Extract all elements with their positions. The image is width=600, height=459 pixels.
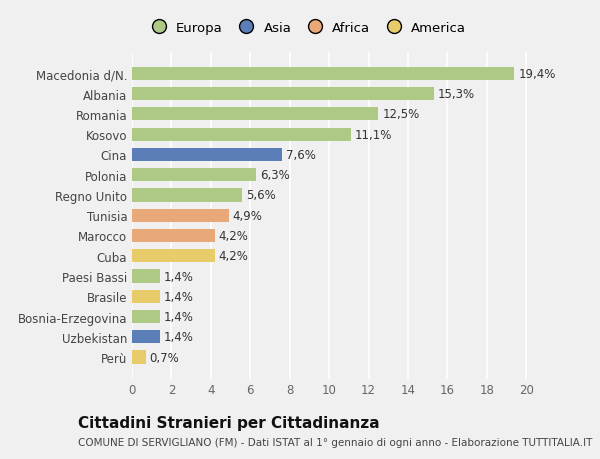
- Text: 6,3%: 6,3%: [260, 169, 290, 182]
- Text: 15,3%: 15,3%: [437, 88, 475, 101]
- Bar: [132, 250, 215, 263]
- Text: 1,4%: 1,4%: [164, 310, 193, 323]
- Text: 12,5%: 12,5%: [382, 108, 419, 121]
- Bar: [132, 270, 160, 283]
- Bar: [132, 351, 146, 364]
- Text: COMUNE DI SERVIGLIANO (FM) - Dati ISTAT al 1° gennaio di ogni anno - Elaborazion: COMUNE DI SERVIGLIANO (FM) - Dati ISTAT …: [78, 437, 592, 447]
- Bar: [132, 67, 514, 81]
- Bar: [132, 128, 351, 141]
- Bar: [132, 169, 256, 182]
- Bar: [132, 189, 242, 202]
- Bar: [132, 310, 160, 324]
- Bar: [132, 108, 379, 121]
- Text: 1,4%: 1,4%: [164, 290, 193, 303]
- Text: 1,4%: 1,4%: [164, 270, 193, 283]
- Bar: [132, 330, 160, 344]
- Text: 1,4%: 1,4%: [164, 330, 193, 343]
- Legend: Europa, Asia, Africa, America: Europa, Asia, Africa, America: [145, 22, 466, 35]
- Text: 4,9%: 4,9%: [233, 209, 262, 222]
- Bar: [132, 209, 229, 222]
- Text: 11,1%: 11,1%: [355, 129, 392, 141]
- Text: 0,7%: 0,7%: [150, 351, 179, 364]
- Text: 5,6%: 5,6%: [247, 189, 276, 202]
- Text: Cittadini Stranieri per Cittadinanza: Cittadini Stranieri per Cittadinanza: [78, 415, 380, 431]
- Bar: [132, 230, 215, 242]
- Text: 19,4%: 19,4%: [518, 67, 556, 81]
- Text: 4,2%: 4,2%: [219, 230, 248, 242]
- Text: 4,2%: 4,2%: [219, 250, 248, 263]
- Bar: [132, 290, 160, 303]
- Text: 7,6%: 7,6%: [286, 149, 316, 162]
- Bar: [132, 149, 282, 162]
- Bar: [132, 88, 434, 101]
